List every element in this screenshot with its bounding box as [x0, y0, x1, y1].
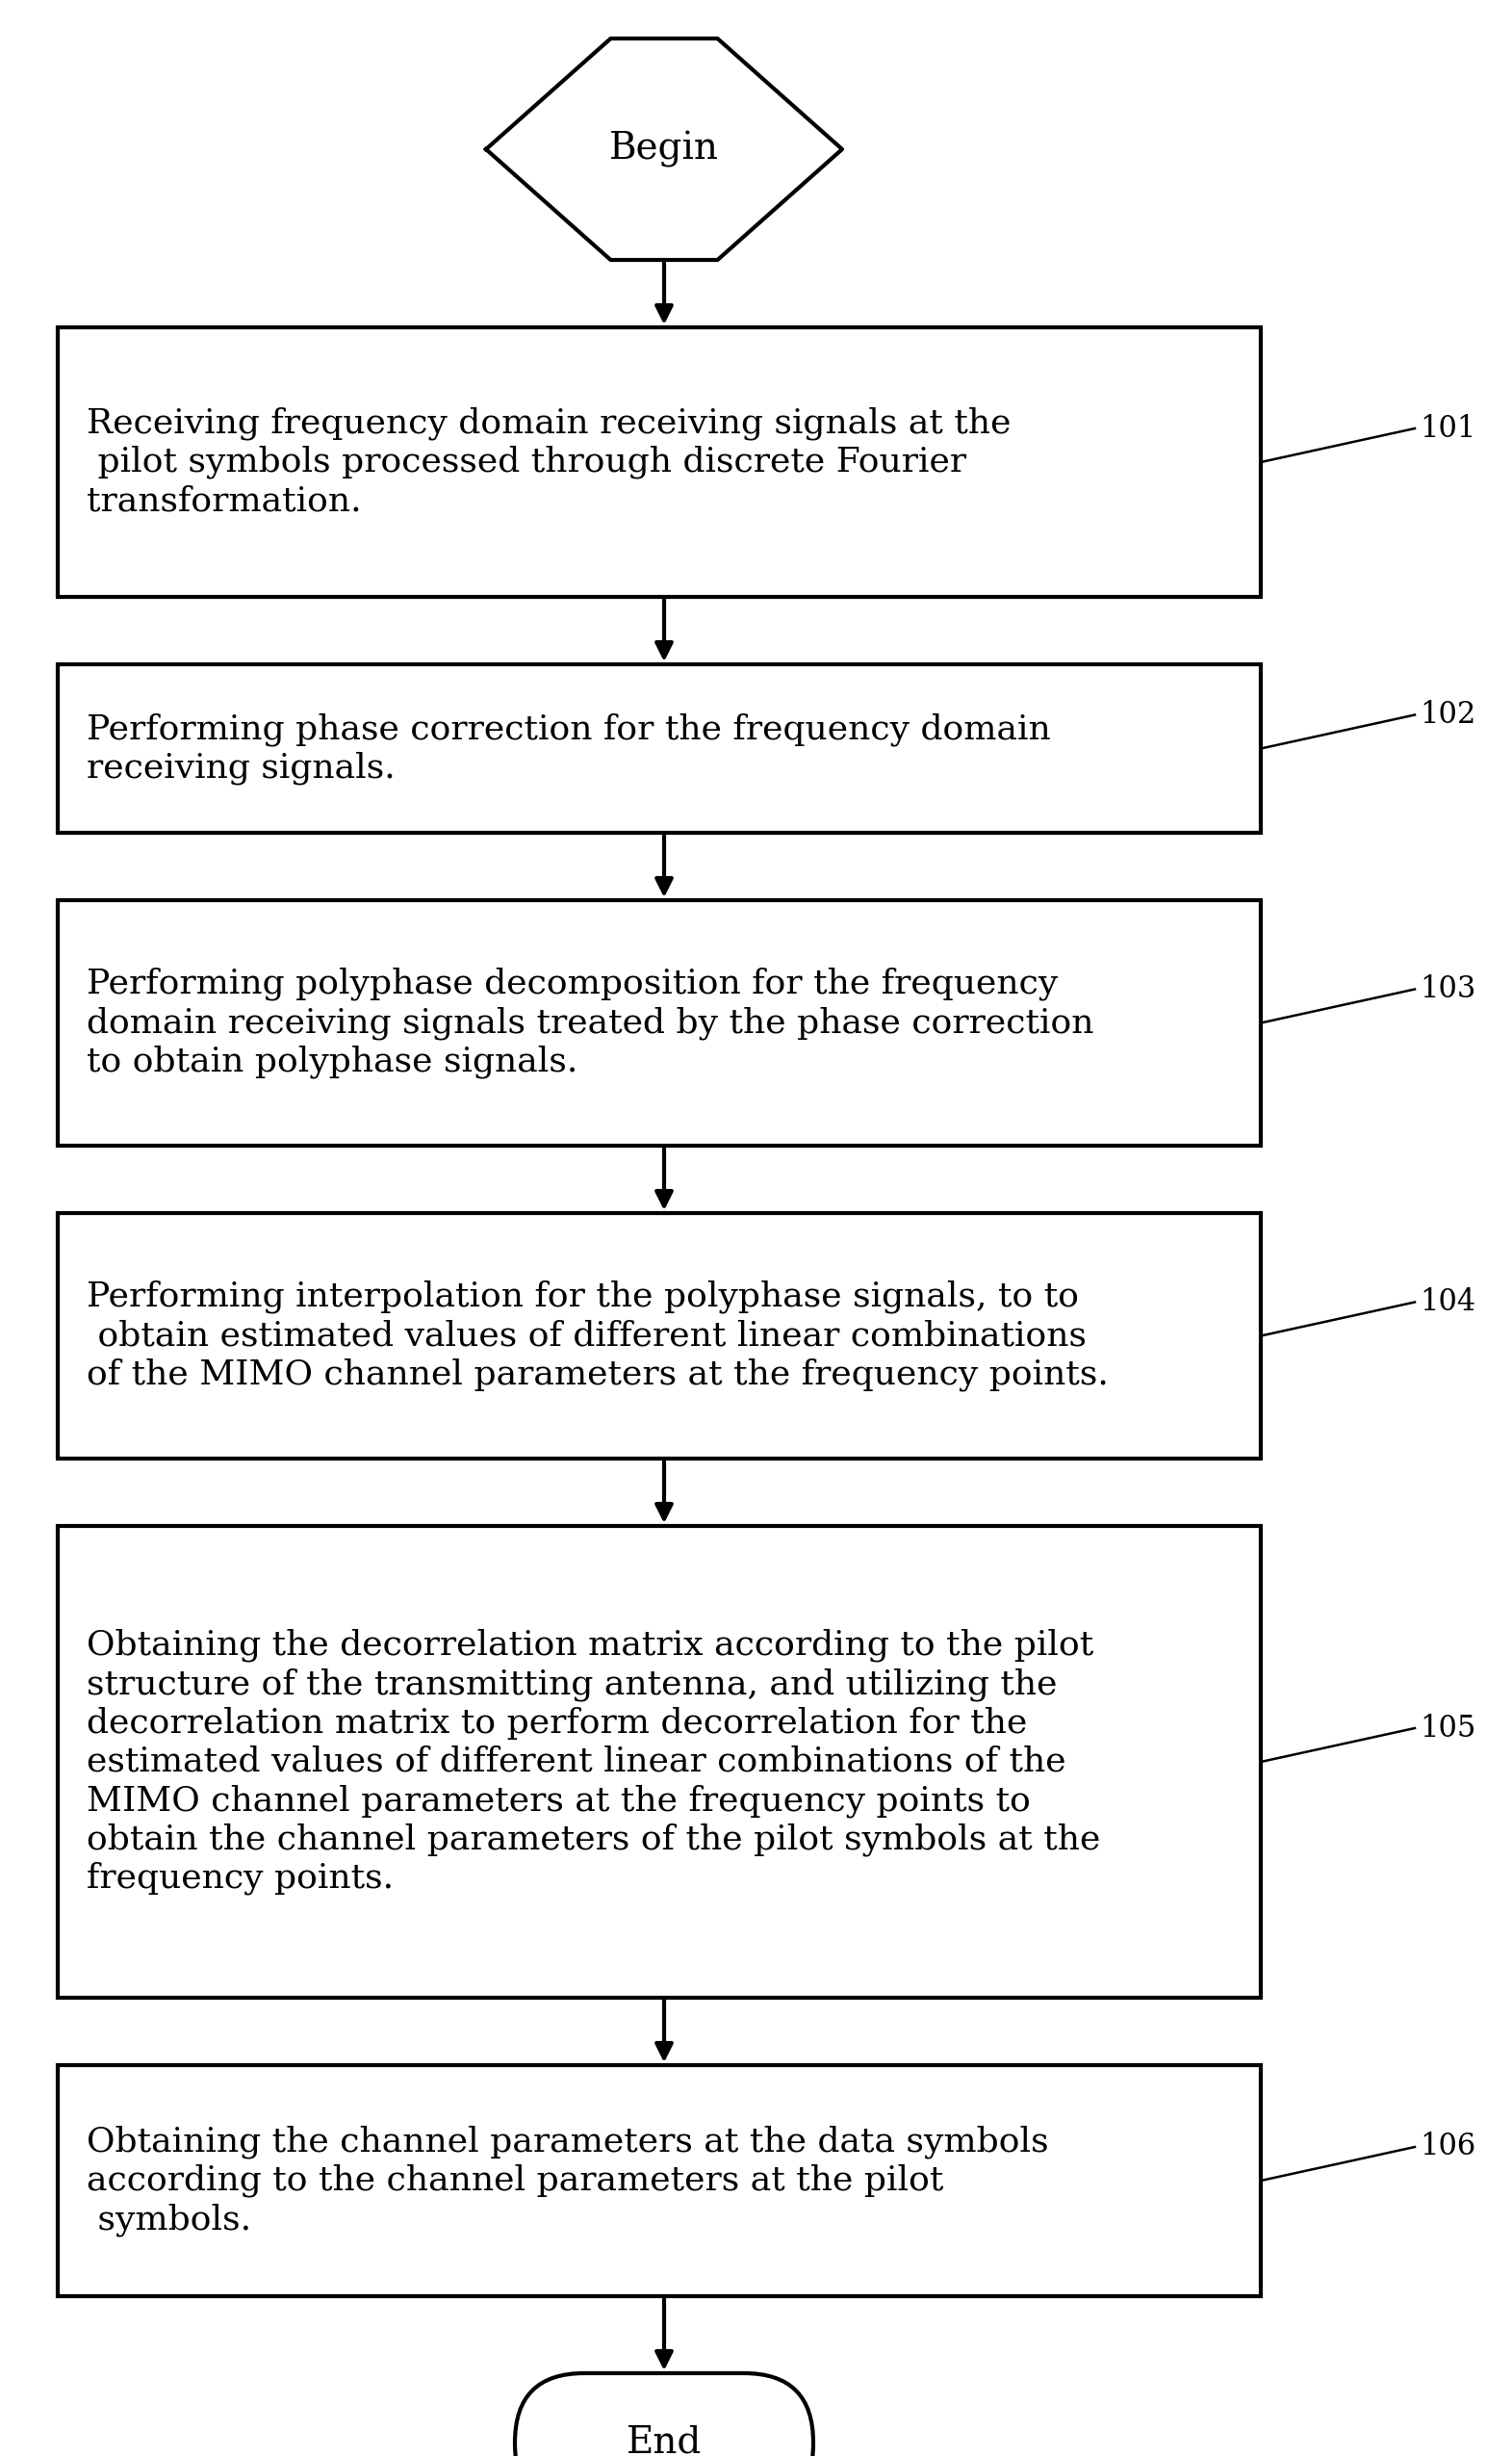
FancyBboxPatch shape	[57, 901, 1261, 1144]
Text: Performing interpolation for the polyphase signals, to to: Performing interpolation for the polypha…	[86, 1280, 1080, 1314]
FancyBboxPatch shape	[57, 327, 1261, 597]
Text: symbols.: symbols.	[86, 2203, 251, 2235]
Text: Obtaining the decorrelation matrix according to the pilot: Obtaining the decorrelation matrix accor…	[86, 1628, 1093, 1663]
Text: 102: 102	[1420, 700, 1476, 729]
FancyBboxPatch shape	[516, 2372, 813, 2456]
Text: Obtaining the channel parameters at the data symbols: Obtaining the channel parameters at the …	[86, 2124, 1049, 2159]
Text: obtain estimated values of different linear combinations: obtain estimated values of different lin…	[86, 1319, 1087, 1353]
Text: according to the channel parameters at the pilot: according to the channel parameters at t…	[86, 2164, 943, 2198]
FancyBboxPatch shape	[57, 2065, 1261, 2296]
FancyBboxPatch shape	[57, 1213, 1261, 1459]
Text: Receiving frequency domain receiving signals at the: Receiving frequency domain receiving sig…	[86, 408, 1012, 440]
Text: receiving signals.: receiving signals.	[86, 752, 395, 783]
Text: transformation.: transformation.	[86, 484, 361, 518]
Text: 104: 104	[1420, 1287, 1476, 1316]
Text: obtain the channel parameters of the pilot symbols at the: obtain the channel parameters of the pil…	[86, 1822, 1101, 1857]
Text: estimated values of different linear combinations of the: estimated values of different linear com…	[86, 1746, 1066, 1778]
FancyBboxPatch shape	[57, 1525, 1261, 1997]
Text: decorrelation matrix to perform decorrelation for the: decorrelation matrix to perform decorrel…	[86, 1707, 1027, 1739]
Text: frequency points.: frequency points.	[86, 1862, 393, 1896]
Text: to obtain polyphase signals.: to obtain polyphase signals.	[86, 1046, 578, 1078]
Text: of the MIMO channel parameters at the frequency points.: of the MIMO channel parameters at the fr…	[86, 1358, 1108, 1390]
Text: 103: 103	[1420, 975, 1476, 1005]
Text: Performing polyphase decomposition for the frequency: Performing polyphase decomposition for t…	[86, 968, 1058, 1000]
Text: structure of the transmitting antenna, and utilizing the: structure of the transmitting antenna, a…	[86, 1668, 1057, 1702]
Text: MIMO channel parameters at the frequency points to: MIMO channel parameters at the frequency…	[86, 1783, 1031, 1817]
Text: Begin: Begin	[609, 130, 718, 167]
Text: domain receiving signals treated by the phase correction: domain receiving signals treated by the …	[86, 1007, 1093, 1039]
Text: Performing phase correction for the frequency domain: Performing phase correction for the freq…	[86, 712, 1051, 747]
Text: End: End	[626, 2424, 702, 2456]
Text: 106: 106	[1420, 2132, 1476, 2161]
Polygon shape	[485, 39, 842, 260]
Text: pilot symbols processed through discrete Fourier: pilot symbols processed through discrete…	[86, 445, 966, 479]
Text: 101: 101	[1420, 413, 1476, 445]
Text: 105: 105	[1420, 1714, 1476, 1744]
FancyBboxPatch shape	[57, 663, 1261, 833]
